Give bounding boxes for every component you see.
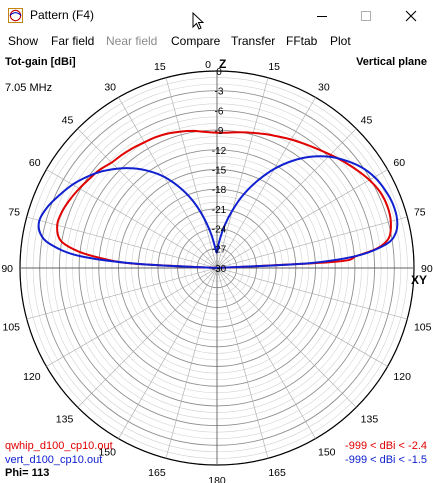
series-line-2 <box>37 155 399 269</box>
grid-spoke <box>216 169 388 269</box>
r-tick-label: -27 <box>212 244 227 255</box>
grid-spoke <box>26 267 218 320</box>
r-tick-label: -3 <box>215 87 224 98</box>
menu-bar: Show Far field Near field Compare Transf… <box>0 31 433 51</box>
close-icon <box>405 10 417 21</box>
menu-transfer[interactable]: Transfer <box>231 34 276 48</box>
angle-label-right: 30 <box>318 82 330 94</box>
grid-spoke <box>216 77 269 269</box>
grid-spoke <box>77 267 218 408</box>
angle-label-right: 150 <box>318 446 336 458</box>
legend-range-2: -999 < dBi < -1.5 <box>345 454 427 466</box>
r-tick-label: -30 <box>212 264 227 275</box>
angle-label-right: 180 <box>208 475 226 483</box>
maximize-button[interactable] <box>344 0 388 31</box>
angle-label-left: 165 <box>148 467 166 479</box>
window-title: Pattern (F4) <box>30 8 95 22</box>
angle-label-right: 135 <box>361 414 379 426</box>
mouse-cursor-icon <box>192 12 205 30</box>
plane-label: Vertical plane <box>356 56 427 68</box>
quantity-label: Tot-gain [dBi] <box>5 56 76 68</box>
grid-spoke <box>216 216 408 269</box>
angle-label-left: 30 <box>104 82 116 94</box>
angle-label-right: 0 <box>205 59 211 71</box>
maximize-icon <box>361 10 371 21</box>
grid-spoke <box>46 169 218 269</box>
grid-spoke <box>46 267 218 367</box>
close-button[interactable] <box>389 0 433 31</box>
grid-spoke <box>216 267 269 459</box>
grid-spoke <box>216 97 316 269</box>
series-line-1 <box>56 129 392 269</box>
angle-label-left: 120 <box>23 371 41 383</box>
menu-plot[interactable]: Plot <box>330 34 351 48</box>
menu-fftab[interactable]: FFtab <box>286 34 318 48</box>
menu-compare[interactable]: Compare <box>171 34 221 48</box>
xy-axis-label: XY <box>411 273 428 287</box>
angle-label-right: 105 <box>414 321 432 333</box>
grid-spoke <box>118 267 218 439</box>
angle-label-left: 150 <box>98 446 116 458</box>
legend-range-1: -999 < dBi < -2.4 <box>345 440 427 452</box>
r-tick-label: -15 <box>212 166 227 177</box>
polar-labels: 0 -3 -6 -9 -12 -15 -18 -21 -24 -27 -30 0 15 30 45 60 75 9… <box>1 59 433 483</box>
grid-spoke <box>216 128 357 269</box>
polar-grid <box>19 70 415 466</box>
menu-far-field[interactable]: Far field <box>51 34 95 48</box>
grid-spoke <box>77 128 218 269</box>
phi-label: Phi= 113 <box>5 467 50 479</box>
menu-near-field[interactable]: Near field <box>106 34 158 48</box>
grid-spoke <box>216 267 316 439</box>
title-bar: Pattern (F4) <box>0 0 433 31</box>
grid-spoke <box>165 77 218 269</box>
angle-label-left: 90 <box>1 263 13 275</box>
z-axis-label: Z <box>219 57 227 71</box>
angle-label-right: 15 <box>268 61 280 73</box>
angle-label-right: 45 <box>361 114 373 126</box>
r-tick-label: -12 <box>212 146 227 157</box>
r-tick-label: 0 <box>216 67 222 78</box>
angle-label-left: 135 <box>56 414 74 426</box>
minimize-button[interactable] <box>300 0 344 31</box>
legend-file-2: vert_d100_cp10.out <box>5 454 103 466</box>
pattern-series <box>37 129 399 269</box>
frequency-label: 7.05 MHz <box>5 82 53 94</box>
app-icon <box>8 8 23 23</box>
angle-label-left: 60 <box>29 157 41 169</box>
pattern-plot-area: Tot-gain [dBi] Vertical plane 7.05 MHz 0… <box>0 51 433 483</box>
r-tick-label: -21 <box>212 205 227 216</box>
angle-label-right: 75 <box>414 207 426 219</box>
grid-spoke <box>216 267 388 367</box>
grid-spoke <box>216 267 408 320</box>
angle-label-left: 45 <box>62 114 74 126</box>
menu-show[interactable]: Show <box>8 34 39 48</box>
angle-label-right: 120 <box>393 371 411 383</box>
r-tick-label: -18 <box>212 185 227 196</box>
angle-label-left: 105 <box>2 321 20 333</box>
grid-spoke <box>26 216 218 269</box>
grid-spoke <box>165 267 218 459</box>
r-tick-label: -24 <box>212 225 227 236</box>
legend-file-1: qwhip_d100_cp10.out <box>5 440 113 452</box>
grid-spoke <box>118 97 218 269</box>
angle-label-right: 60 <box>393 157 405 169</box>
angle-label-right: 90 <box>421 263 433 275</box>
r-tick-label: -9 <box>215 126 224 137</box>
grid-spoke <box>216 267 357 408</box>
r-tick-label: -6 <box>215 106 224 117</box>
angle-label-left: 15 <box>154 61 166 73</box>
minimize-icon <box>317 15 327 17</box>
angle-label-right: 165 <box>268 467 286 479</box>
polar-chart: 0 -3 -6 -9 -12 -15 -18 -21 -24 -27 -30 0 15 30 45 60 75 9… <box>1 59 433 483</box>
angle-label-left: 75 <box>8 207 20 219</box>
